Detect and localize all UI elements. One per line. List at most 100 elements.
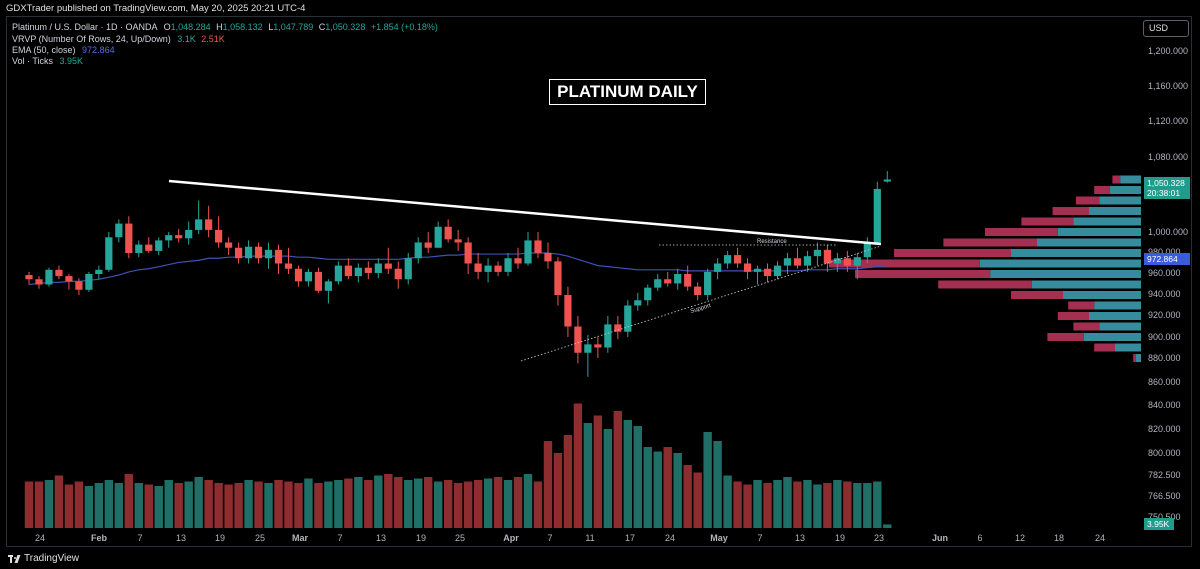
candle-body [45,269,53,285]
volume-profile-up-bar [990,270,1141,278]
ohlc-change: +1.854 (+0.18%) [370,22,438,32]
candle-body [773,265,782,277]
candle-body [374,263,382,273]
candle-body [205,219,213,230]
volume-bar [813,484,822,528]
candle-body [364,267,372,273]
volume-bar [613,411,623,528]
volume-bar [134,483,143,528]
volume-bar [374,475,383,528]
volume-profile-down-bar [1047,333,1084,341]
vrvp-up-value: 3.1K [177,34,196,44]
volume-bar [563,435,573,528]
volume-profile-down-bar [829,259,980,268]
volume-bar [463,481,473,528]
volume-profile-down-bar [985,228,1058,236]
volume-bar [843,481,852,528]
volume-profile-down-bar [1021,217,1074,226]
volume-profile-up-bar [1073,217,1141,226]
volume-profile-down-bar [1076,196,1100,205]
volume-profile-up-bar [1099,322,1141,331]
volume-profile-up-bar [1089,207,1141,215]
chart-title-annotation[interactable]: PLATINUM DAILY [549,79,706,105]
volume-bar [793,481,802,528]
candle-body [793,258,802,266]
candle-body [244,246,253,259]
volume-bar [24,481,34,528]
volume-profile-up-bar [1120,175,1141,184]
candle-body [454,239,462,243]
candle-body [234,247,243,259]
candle-body [354,267,362,277]
volume-bar [224,484,233,528]
candle-body [514,258,522,264]
volume-profile-down-bar [1011,291,1063,299]
volume-bar [264,483,273,528]
vol-label: Vol · Ticks [12,56,54,66]
volume-bar [334,480,343,528]
candle-body [714,263,722,272]
volume-bar [753,480,762,528]
volume-bar [653,451,662,528]
time-axis-label: 25 [255,533,265,543]
candle-body [604,324,612,348]
candle-body [25,275,33,280]
legend-ema-row[interactable]: EMA (50, close) 972.864 [12,45,115,55]
price-chart[interactable]: 1,200.000 1,160.000 1,120.000 1,080.000 1,00… [7,17,1193,548]
volume-bar [853,483,862,528]
volume-profile-down-bar [1112,175,1121,184]
candle-body [614,324,622,332]
volume-bar [763,483,772,528]
volume-bar [344,478,353,528]
ema-price-tag: 972.864 [1144,253,1190,265]
price-axis-label: 900.000 [1148,332,1181,342]
candle-body [833,258,841,264]
candle-body [195,219,203,230]
candle-body [155,240,163,251]
volume-bar [523,474,533,528]
support-label: Support [690,303,712,315]
price-axis-label: 880.000 [1148,353,1181,363]
candle-body [304,271,313,282]
volume-bar [433,481,443,528]
time-axis-label: Feb [91,533,108,543]
trendline-resistance-white [168,179,882,246]
volume-bar [443,480,453,528]
currency-button[interactable]: USD [1143,20,1189,37]
candle-body [115,223,123,238]
bar-countdown: 20:38:01 [1147,188,1181,198]
candle-body [264,249,273,259]
volume-bar [94,483,104,528]
tradingview-footer[interactable]: TradingView [8,553,79,564]
volume-profile-down-bar [894,249,1011,257]
price-axis-label: 940.000 [1148,289,1181,299]
candle-body [564,295,572,327]
price-axis-label: 1,120.000 [1148,116,1188,126]
candle-body [424,242,432,248]
volume-tag: 3.95K [1144,518,1174,530]
legend-vol-row[interactable]: Vol · Ticks 3.95K [12,56,83,66]
volume-profile-up-bar [1063,291,1141,299]
candle-body [135,244,143,253]
volume-bar [154,486,163,528]
symbol-name[interactable]: Platinum / U.S. Dollar · 1D · OANDA [12,22,158,32]
legend-vrvp-row[interactable]: VRVP (Number Of Rows, 24, Up/Down) 3.1K … [12,34,225,44]
tradingview-brand: TradingView [24,553,80,564]
candle-body [684,274,692,287]
time-axis-label: 24 [35,533,45,543]
candle-body [813,249,822,257]
volume-bar [673,453,682,528]
volume-bar [384,474,393,528]
candle-body [434,226,442,248]
price-axis-label: 920.000 [1148,310,1181,320]
candle-body [733,255,742,264]
volume-bar [194,477,203,528]
volume-bar [114,483,124,528]
volume-bar [773,480,782,528]
candle-body [664,279,672,284]
candle-body [145,244,153,251]
volume-profile-down-bar [943,238,1037,247]
price-axis-label: 1,200.000 [1148,46,1188,56]
volume-bar [44,480,54,528]
volume-profile-up-bar [1083,333,1141,341]
